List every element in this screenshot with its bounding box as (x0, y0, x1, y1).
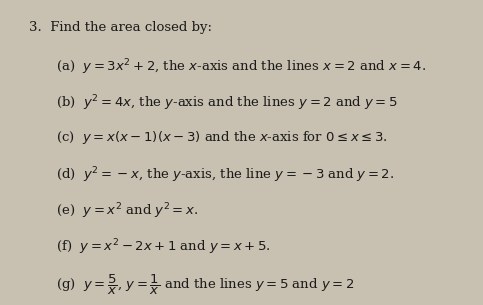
Text: (e)  $y = x^2$ and $y^2 = x$.: (e) $y = x^2$ and $y^2 = x$. (56, 201, 198, 221)
Text: 3.  Find the area closed by:: 3. Find the area closed by: (29, 21, 212, 34)
Text: (f)  $y = x^2 - 2x + 1$ and $y = x + 5$.: (f) $y = x^2 - 2x + 1$ and $y = x + 5$. (56, 237, 270, 257)
Text: (a)  $y = 3x^2 + 2$, the $x$-axis and the lines $x = 2$ and $x = 4$.: (a) $y = 3x^2 + 2$, the $x$-axis and the… (56, 57, 426, 77)
Text: (c)  $y = x(x-1)(x-3)$ and the $x$-axis for $0 \leq x \leq 3$.: (c) $y = x(x-1)(x-3)$ and the $x$-axis f… (56, 129, 387, 146)
Text: (d)  $y^2 = -x$, the $y$-axis, the line $y = -3$ and $y = 2$.: (d) $y^2 = -x$, the $y$-axis, the line $… (56, 165, 394, 185)
Text: (g)  $y = \dfrac{5}{x}$, $y = \dfrac{1}{x}$ and the lines $y = 5$ and $y = 2$: (g) $y = \dfrac{5}{x}$, $y = \dfrac{1}{x… (56, 273, 354, 297)
Text: (b)  $y^2 = 4x$, the $y$-axis and the lines $y = 2$ and $y = 5$: (b) $y^2 = 4x$, the $y$-axis and the lin… (56, 93, 398, 113)
